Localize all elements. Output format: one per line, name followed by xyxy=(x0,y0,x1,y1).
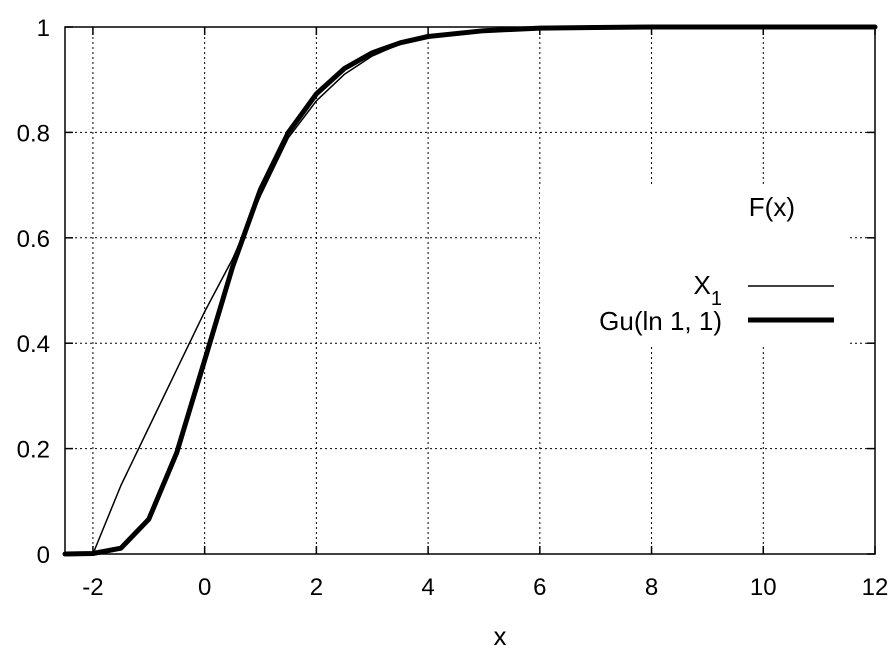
y-tick-label: 1 xyxy=(37,15,50,42)
y-tick-label: 0.8 xyxy=(17,120,50,147)
x-axis-label: x xyxy=(494,621,507,649)
plot-frame xyxy=(64,26,876,555)
y-tick-label: 0 xyxy=(37,542,50,569)
legend-label-x1-subscript: 1 xyxy=(711,288,722,310)
series-group xyxy=(62,24,878,557)
legend-label-x1-main: X xyxy=(694,270,711,300)
x-tick-label: 10 xyxy=(750,574,777,601)
x-tick-label: 12 xyxy=(862,574,889,601)
x-tick-label: 4 xyxy=(421,574,434,601)
x-tick-label: -2 xyxy=(82,574,103,601)
x-tick-label: 6 xyxy=(533,574,546,601)
x-tick-label: 0 xyxy=(198,574,211,601)
x-tick-label: 8 xyxy=(645,574,658,601)
series-line-gumbel xyxy=(62,24,878,557)
legend: F(x) X1 Gu(ln 1, 1) xyxy=(540,185,850,345)
y-tick-label: 0.2 xyxy=(17,437,50,464)
y-tick-label: 0.6 xyxy=(17,226,50,253)
legend-label-x1: X1 xyxy=(694,270,722,310)
legend-label-gumbel: Gu(ln 1, 1) xyxy=(599,306,722,336)
x-tick-label: 2 xyxy=(310,574,323,601)
y-tick-labels: 0 0.2 0.4 0.6 0.8 1 xyxy=(17,15,50,569)
legend-title: F(x) xyxy=(749,192,795,222)
y-tick-label: 0.4 xyxy=(17,331,50,358)
x-tick-labels: -2 0 2 4 6 8 10 12 xyxy=(82,574,888,601)
